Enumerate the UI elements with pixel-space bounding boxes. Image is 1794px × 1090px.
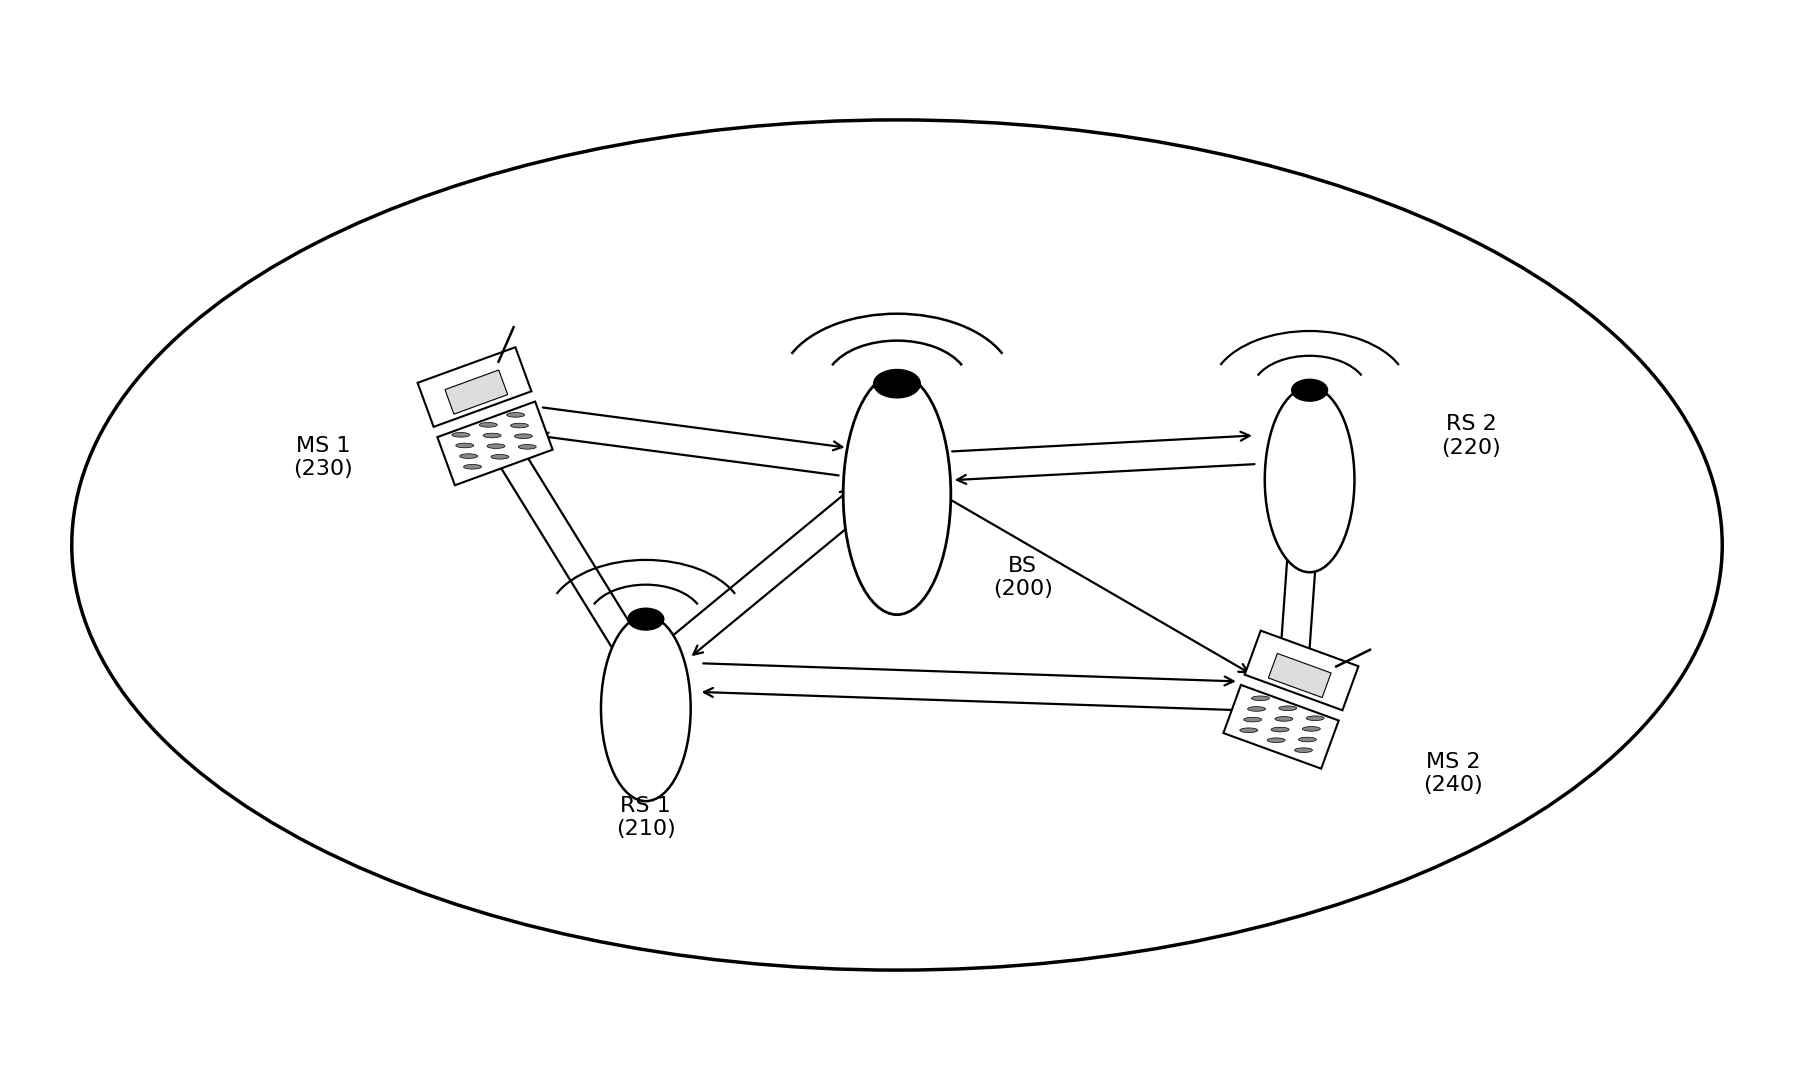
Ellipse shape	[506, 413, 524, 417]
Circle shape	[874, 370, 920, 398]
Text: RS 1
(210): RS 1 (210)	[615, 796, 676, 839]
Ellipse shape	[1240, 728, 1258, 732]
Ellipse shape	[463, 464, 481, 469]
Ellipse shape	[486, 444, 504, 448]
Ellipse shape	[452, 433, 470, 437]
Ellipse shape	[515, 434, 533, 438]
Ellipse shape	[1295, 748, 1313, 752]
Text: RS 2
(220): RS 2 (220)	[1441, 414, 1502, 458]
Ellipse shape	[518, 445, 536, 449]
Ellipse shape	[1267, 738, 1285, 742]
Ellipse shape	[843, 374, 951, 615]
Circle shape	[1292, 379, 1328, 401]
Ellipse shape	[1302, 727, 1320, 731]
Ellipse shape	[1243, 717, 1261, 722]
Polygon shape	[438, 401, 553, 485]
Ellipse shape	[1252, 697, 1270, 701]
Ellipse shape	[459, 453, 477, 459]
Ellipse shape	[479, 423, 497, 427]
Ellipse shape	[1299, 737, 1317, 742]
Polygon shape	[418, 348, 531, 427]
Ellipse shape	[1272, 727, 1290, 731]
Ellipse shape	[1247, 706, 1265, 712]
Polygon shape	[445, 370, 508, 414]
Text: MS 2
(240): MS 2 (240)	[1423, 752, 1484, 796]
Ellipse shape	[511, 423, 529, 428]
Ellipse shape	[1276, 716, 1293, 722]
Ellipse shape	[456, 444, 474, 448]
Polygon shape	[1245, 631, 1358, 711]
Ellipse shape	[483, 433, 501, 438]
Circle shape	[628, 608, 664, 630]
Ellipse shape	[1265, 387, 1354, 572]
Text: BS
(200): BS (200)	[992, 556, 1053, 600]
Ellipse shape	[492, 455, 509, 459]
Text: MS 1
(230): MS 1 (230)	[292, 436, 353, 480]
Ellipse shape	[1306, 716, 1324, 720]
Ellipse shape	[601, 616, 691, 801]
Polygon shape	[1224, 685, 1338, 768]
Ellipse shape	[1279, 706, 1297, 711]
Polygon shape	[1268, 653, 1331, 698]
